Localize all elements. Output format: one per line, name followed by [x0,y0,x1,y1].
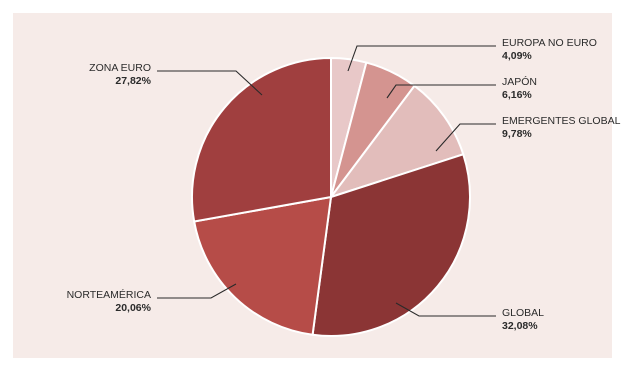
slice-value-norteamerica: 20,06% [115,302,151,314]
slice-value-europa-no-euro: 4,09% [502,50,532,62]
slice-value-japon: 6,16% [502,89,532,101]
pie-slices [191,56,471,337]
leader-line-global [395,302,496,317]
leader-line-emergentes-global [435,123,496,152]
leader-line-norteamerica [157,283,237,299]
slice-label-norteamerica: NORTEAMÉRICA [67,288,151,301]
leader-line-europa-no-euro [347,45,496,72]
slice-value-emergentes-global: 9,78% [502,128,532,140]
pie-slice-zona-euro [191,56,332,223]
slice-label-europa-no-euro: EUROPA NO EURO [502,37,597,49]
leader-lines [157,45,496,317]
pie-slice-global [311,153,471,337]
slice-value-zona-euro: 27,82% [115,75,151,87]
slice-label-zona-euro: ZONA EURO [89,62,151,74]
slice-value-global: 32,08% [502,320,538,332]
slice-label-global: GLOBAL [502,307,544,319]
slice-label-japon: JAPÓN [502,75,537,88]
leader-line-zona-euro [157,70,263,96]
slice-label-emergentes-global: EMERGENTES GLOBAL [502,115,621,127]
pie-slice-norteamerica [193,195,333,336]
leader-line-japon [386,84,496,99]
pie-slice-emergentes-global [328,84,465,199]
